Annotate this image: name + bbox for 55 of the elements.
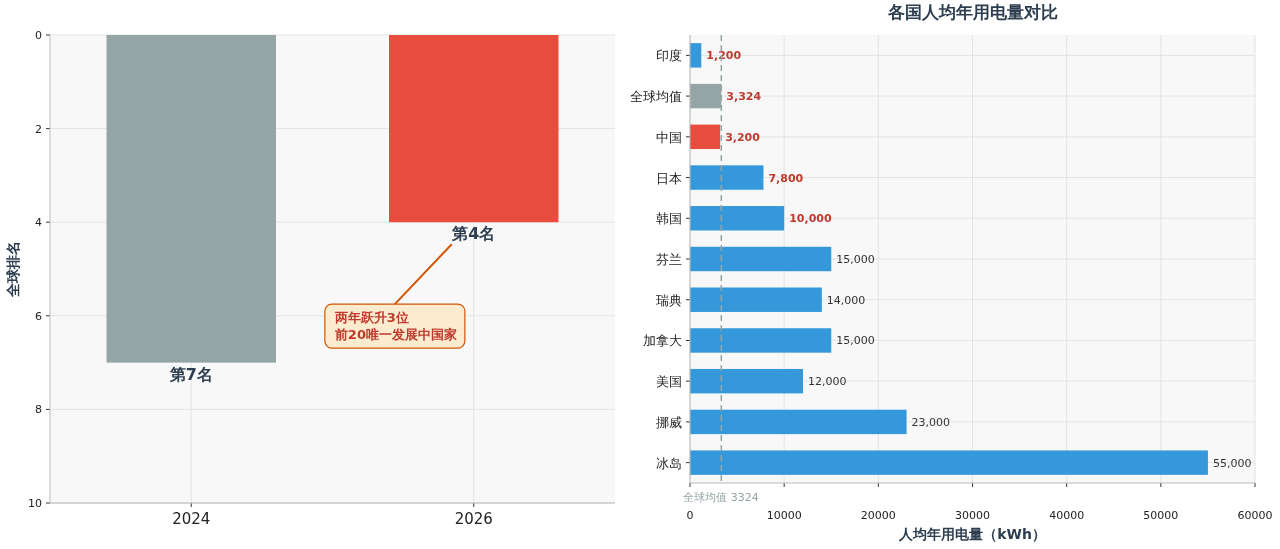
x-tick-label: 10000 bbox=[766, 509, 802, 522]
annotation: 前20唯一发展中国家 bbox=[333, 327, 457, 343]
x-axis-title: 人均年用电量（kWh） bbox=[898, 526, 1046, 542]
data-label: 15,000 bbox=[836, 334, 875, 348]
x-tick-label: 60000 bbox=[1237, 509, 1273, 522]
data-label: 3,324 bbox=[726, 90, 762, 104]
bar bbox=[690, 246, 832, 272]
y-tick-label: 4 bbox=[35, 216, 42, 230]
y-tick-label: 挪威 bbox=[656, 414, 682, 430]
bar bbox=[690, 409, 907, 435]
bar bbox=[690, 206, 785, 231]
y-tick-label: 6 bbox=[35, 309, 42, 323]
data-label: 14,000 bbox=[826, 293, 866, 307]
y-tick-label: 日本 bbox=[656, 170, 682, 186]
bar bbox=[690, 450, 1208, 475]
bar bbox=[690, 328, 832, 353]
y-tick-label: 韩国 bbox=[656, 211, 682, 227]
x-tick-label: 20000 bbox=[860, 509, 896, 522]
y-tick-label: 8 bbox=[35, 403, 42, 417]
y-tick-label: 芬兰 bbox=[656, 252, 682, 267]
x-tick-label: 40000 bbox=[1049, 509, 1085, 522]
bar bbox=[690, 287, 822, 312]
data-label: 7,800 bbox=[768, 171, 804, 185]
x-tick-label: 30000 bbox=[955, 509, 990, 522]
x-tick-label: 2026 bbox=[454, 510, 493, 528]
y-tick-label: 瑞典 bbox=[656, 292, 682, 308]
data-label: 第7名 bbox=[168, 364, 213, 384]
y-tick-label: 中国 bbox=[656, 129, 682, 145]
y-tick-label: 10 bbox=[28, 497, 42, 510]
bar bbox=[690, 124, 721, 150]
data-label: 12,000 bbox=[808, 375, 847, 389]
y-tick-label: 加拿大 bbox=[643, 333, 682, 349]
bar bbox=[690, 43, 702, 68]
y-tick-label: 2 bbox=[35, 122, 42, 136]
y-axis-title: 全球排名 bbox=[5, 241, 21, 298]
x-tick-label: 0 bbox=[686, 509, 694, 522]
annotation: 两年跃升3位 bbox=[333, 310, 409, 326]
y-tick-label: 0 bbox=[35, 29, 42, 42]
data-label: 55,000 bbox=[1212, 456, 1252, 470]
bar bbox=[690, 368, 803, 394]
chart-title: 各国人均年用电量对比 bbox=[886, 2, 1058, 22]
y-tick-label: 全球均值 bbox=[630, 89, 682, 105]
data-label: 1,200 bbox=[706, 49, 742, 63]
data-label: 23,000 bbox=[911, 415, 951, 429]
data-label: 15,000 bbox=[836, 253, 875, 266]
data-label: 第4名 bbox=[451, 224, 496, 244]
y-tick-label: 美国 bbox=[656, 374, 682, 390]
data-label: 10,000 bbox=[789, 212, 832, 226]
y-tick-label: 印度 bbox=[656, 48, 682, 64]
bar bbox=[690, 165, 764, 190]
data-label: 3,200 bbox=[725, 130, 761, 144]
x-tick-label: 2024 bbox=[172, 510, 211, 528]
y-tick-label: 冰岛 bbox=[656, 455, 682, 471]
ref-line-label: 全球均值 3324 bbox=[683, 491, 759, 504]
x-tick-label: 50000 bbox=[1143, 509, 1179, 522]
